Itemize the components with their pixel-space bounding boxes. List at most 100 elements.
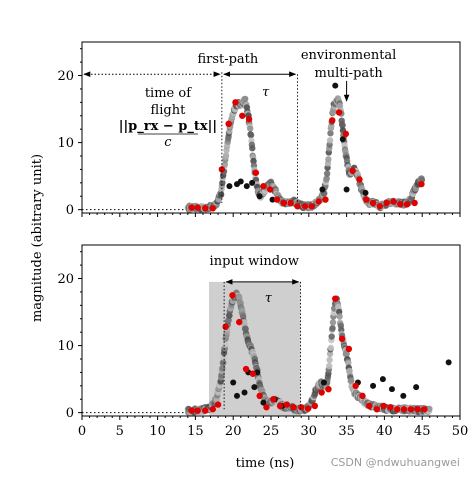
red-point [311, 402, 319, 410]
red-point [407, 406, 415, 413]
black-point [388, 386, 395, 393]
red-point [267, 186, 274, 193]
red-point [256, 392, 263, 400]
red-point [252, 169, 260, 176]
red-point [236, 318, 243, 326]
red-point [294, 203, 301, 210]
y-axis-label: magnitude (abitrary unit) [30, 154, 45, 322]
gray-point [219, 179, 226, 187]
red-point [214, 401, 222, 408]
red-point [380, 402, 387, 410]
black-point [260, 399, 267, 406]
watermark-text: CSDN @ndwuhuangwei [331, 456, 460, 469]
red-point [397, 201, 404, 208]
top-panel: 0 10 20 first-path τ time of flight||p_rx − p_… [57, 41, 461, 218]
red-point [403, 201, 411, 208]
red-point [188, 407, 195, 414]
tau-label: τ [265, 291, 273, 306]
bottom-panel: 0 10 20 0 5 10 15 20 25 30 35 40 45 50 input window τ [57, 244, 468, 439]
red-point [308, 203, 316, 210]
red-point [390, 198, 397, 205]
red-point [359, 392, 366, 400]
red-point [342, 130, 350, 138]
tof-label-2: flight [151, 103, 187, 118]
black-point [379, 376, 386, 383]
red-point [345, 345, 353, 353]
gray-point [217, 191, 225, 198]
red-point [411, 199, 418, 207]
black-point [445, 359, 452, 366]
tof-fraction-numerator: ||p_rx − p_tx|| [119, 119, 217, 134]
black-point [256, 193, 263, 200]
red-point [218, 166, 226, 173]
red-point [301, 203, 309, 210]
gray-point [328, 333, 335, 340]
gray-point [222, 152, 230, 159]
gray-point [326, 356, 333, 364]
y-tick-label: 20 [57, 69, 74, 84]
x-tick-label: 35 [338, 424, 355, 439]
red-point [239, 112, 246, 119]
red-point [349, 167, 356, 174]
gray-point [426, 405, 433, 413]
red-point [400, 406, 408, 413]
black-point [370, 382, 377, 389]
red-point [229, 292, 236, 299]
red-point [383, 199, 390, 207]
red-point [194, 407, 201, 414]
x-tick-label: 0 [78, 424, 86, 439]
tof-label-1: time of [145, 86, 192, 101]
red-point [332, 295, 339, 302]
red-point [273, 196, 281, 203]
black-point [320, 379, 327, 386]
red-point [373, 406, 381, 413]
red-point [209, 406, 216, 413]
x-tick-label: 25 [263, 424, 280, 439]
y-tick-label: 10 [57, 136, 74, 151]
red-point [188, 204, 195, 211]
black-point [226, 183, 233, 190]
black-point [400, 392, 407, 399]
y-tick-label: 0 [66, 203, 74, 218]
red-point [322, 196, 329, 203]
env-label-1: environmental [301, 48, 397, 63]
red-point [356, 176, 363, 183]
red-point [335, 109, 343, 116]
black-point [233, 392, 240, 399]
input-window-label: input window [210, 254, 300, 269]
red-point [225, 120, 232, 128]
x-tick-label: 20 [225, 424, 242, 439]
black-point [413, 384, 420, 391]
tof-fraction-denominator: c [164, 135, 172, 150]
y-tick-label: 10 [57, 339, 74, 354]
red-point [418, 180, 425, 188]
red-point [202, 205, 209, 212]
red-point [394, 406, 401, 413]
gray-point [327, 344, 335, 351]
red-point [366, 402, 373, 410]
gray-point [325, 156, 332, 163]
red-point [318, 389, 325, 396]
gray-point [343, 350, 350, 358]
env-label-2: multi-path [314, 66, 383, 81]
red-point [376, 203, 384, 210]
black-point [332, 82, 339, 89]
red-point [414, 406, 421, 413]
red-point [222, 323, 229, 331]
x-tick-label: 40 [376, 424, 393, 439]
x-tick-label: 5 [116, 424, 124, 439]
x-tick-label: 45 [414, 424, 431, 439]
red-point [290, 404, 297, 411]
red-point [304, 405, 312, 412]
red-point [338, 335, 346, 343]
red-point [369, 199, 377, 207]
red-point [352, 382, 359, 390]
red-point [283, 401, 291, 408]
red-point [209, 205, 216, 212]
black-point [241, 389, 248, 396]
red-point [270, 396, 277, 403]
red-point [249, 370, 257, 377]
red-point [280, 199, 288, 207]
x-axis-label: time (ns) [236, 456, 295, 471]
red-point [287, 199, 294, 207]
